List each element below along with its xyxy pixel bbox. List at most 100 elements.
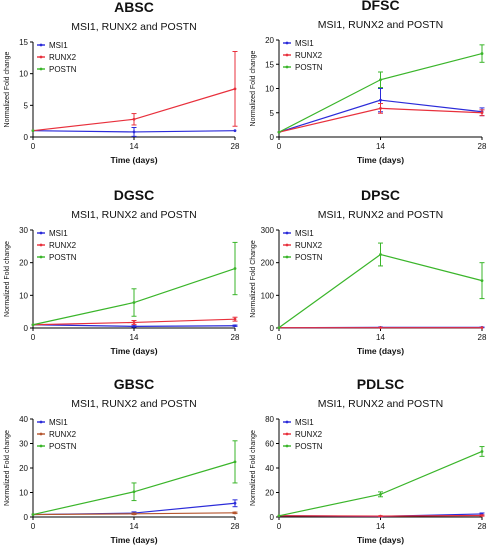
data-point-postn — [379, 493, 382, 496]
data-point-runx2 — [133, 321, 136, 324]
legend-marker — [286, 433, 289, 436]
legend-label: MSI1 — [295, 39, 314, 48]
legend-marker — [286, 42, 289, 45]
legend-marker — [40, 256, 43, 259]
chart-subtitle: MSI1, RUNX2 and POSTN — [318, 19, 443, 31]
legend-label: RUNX2 — [295, 51, 323, 60]
legend-marker — [286, 256, 289, 259]
legend-label: MSI1 — [295, 229, 314, 238]
data-point-runx2 — [133, 512, 136, 515]
x-tick-label: 0 — [31, 142, 36, 151]
legend-marker — [40, 244, 43, 247]
x-axis-label: Time (days) — [357, 535, 404, 545]
series-line-postn — [279, 451, 482, 515]
data-point-runx2 — [234, 511, 237, 514]
y-tick-label: 20 — [265, 489, 274, 498]
legend-label: MSI1 — [295, 418, 314, 427]
y-axis-label: Normalized Fold Change — [250, 240, 257, 318]
data-point-msi1 — [234, 129, 237, 132]
data-point-runx2 — [481, 326, 484, 329]
data-point-postn — [133, 301, 136, 304]
chart-title: PDLSC — [357, 376, 404, 392]
data-point-runx2 — [379, 515, 382, 518]
x-tick-label: 28 — [231, 333, 240, 342]
y-tick-label: 0 — [270, 324, 275, 333]
y-axis-label: Normalized Fold change — [4, 430, 11, 506]
x-tick-label: 28 — [478, 333, 487, 342]
y-tick-label: 20 — [19, 259, 28, 268]
y-tick-label: 10 — [19, 489, 28, 498]
x-tick-label: 0 — [31, 522, 36, 531]
data-point-postn — [379, 78, 382, 81]
data-point-runx2 — [379, 326, 382, 329]
x-tick-label: 14 — [376, 522, 385, 531]
y-tick-label: 0 — [24, 513, 29, 522]
y-tick-label: 300 — [261, 226, 275, 235]
y-tick-label: 0 — [270, 133, 275, 142]
legend-label: MSI1 — [49, 418, 68, 427]
x-axis-label: Time (days) — [357, 346, 404, 356]
data-point-runx2 — [234, 318, 237, 321]
x-axis-label: Time (days) — [110, 346, 157, 356]
chart-title: GBSC — [114, 376, 154, 392]
y-axis-label: Normalized Fold change — [4, 51, 11, 127]
y-tick-label: 10 — [19, 291, 28, 300]
data-point-postn — [234, 460, 237, 463]
chart-subtitle: MSI1, RUNX2 and POSTN — [71, 209, 196, 221]
y-axis-label: Normalized Fold change — [250, 430, 257, 506]
y-tick-label: 100 — [261, 291, 275, 300]
legend-marker — [40, 433, 43, 436]
legend-marker — [40, 68, 43, 71]
data-point-msi1 — [234, 502, 237, 505]
legend-marker — [40, 445, 43, 448]
data-point-runx2 — [133, 118, 136, 121]
x-tick-label: 14 — [376, 333, 385, 342]
y-tick-label: 20 — [265, 36, 274, 45]
legend-label: RUNX2 — [49, 241, 77, 250]
y-axis-label: Normalized Fold change — [4, 241, 11, 317]
y-axis-label: Normalized Fold change — [250, 50, 257, 126]
x-tick-label: 0 — [277, 522, 282, 531]
y-tick-label: 0 — [24, 133, 29, 142]
legend-marker — [286, 232, 289, 235]
legend-label: RUNX2 — [295, 430, 323, 439]
data-point-msi1 — [379, 99, 382, 102]
y-tick-label: 20 — [19, 464, 28, 473]
legend-label: RUNX2 — [49, 53, 77, 62]
data-point-msi1 — [234, 324, 237, 327]
data-point-runx2 — [234, 87, 237, 90]
data-point-postn — [32, 323, 35, 326]
legend-label: RUNX2 — [295, 241, 323, 250]
legend-marker — [286, 421, 289, 424]
x-tick-label: 14 — [376, 142, 385, 151]
legend-label: POSTN — [49, 442, 77, 451]
data-point-runx2 — [379, 107, 382, 110]
y-tick-label: 5 — [24, 101, 29, 110]
y-tick-label: 0 — [270, 513, 275, 522]
y-tick-label: 200 — [261, 259, 275, 268]
y-tick-label: 30 — [19, 440, 28, 449]
chart-subtitle: MSI1, RUNX2 and POSTN — [71, 21, 196, 33]
legend-marker — [40, 421, 43, 424]
data-point-postn — [32, 129, 35, 132]
y-tick-label: 10 — [265, 85, 274, 94]
legend-marker — [286, 54, 289, 57]
data-point-postn — [481, 450, 484, 453]
x-tick-label: 28 — [478, 142, 487, 151]
x-tick-label: 28 — [231, 522, 240, 531]
x-tick-label: 28 — [478, 522, 487, 531]
chart-title: DGSC — [114, 187, 154, 203]
y-tick-label: 10 — [19, 70, 28, 79]
data-point-postn — [32, 513, 35, 516]
data-point-msi1 — [133, 131, 136, 134]
legend-label: MSI1 — [49, 41, 68, 50]
x-tick-label: 28 — [231, 142, 240, 151]
chart-title: DFSC — [361, 0, 399, 13]
chart-subtitle: MSI1, RUNX2 and POSTN — [71, 398, 196, 410]
legend-marker — [286, 244, 289, 247]
